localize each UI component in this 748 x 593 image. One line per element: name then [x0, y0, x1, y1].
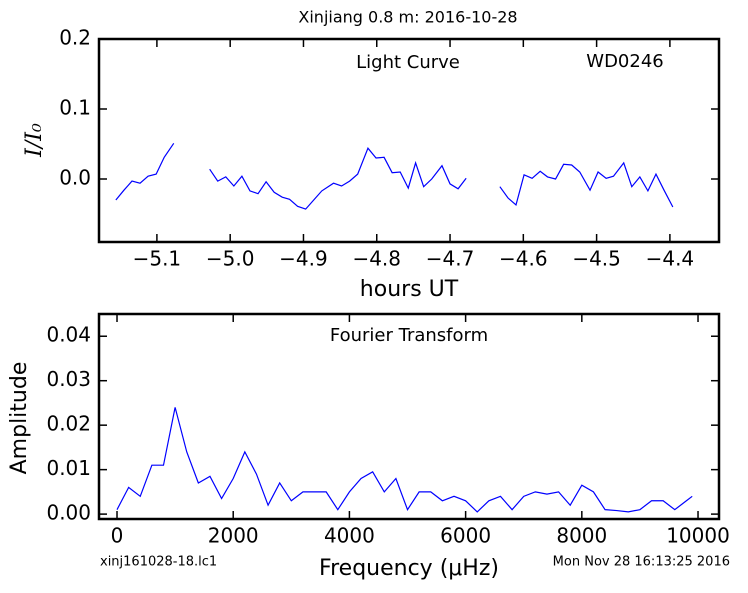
- annotation: Fourier Transform: [330, 325, 488, 346]
- x-tick-label: 2000: [208, 524, 259, 548]
- x-axis-label: Frequency (μHz): [319, 556, 499, 581]
- y-tick-label: 0.01: [46, 456, 91, 480]
- footer-right: Mon Nov 28 16:13:25 2016: [553, 555, 730, 570]
- data-line: [115, 142, 674, 210]
- x-tick-label: 0: [111, 524, 124, 548]
- x-tick-label: 8000: [556, 524, 607, 548]
- x-axis-label: hours UT: [360, 277, 459, 302]
- figure-title: Xinjiang 0.8 m: 2016-10-28: [298, 8, 517, 27]
- x-tick-label: −4.9: [279, 247, 328, 271]
- y-axis-label: I/I₀: [22, 123, 47, 158]
- plot-frame: [97, 37, 721, 244]
- x-tick-label: −5.0: [206, 247, 255, 271]
- y-tick-label: 0.0: [59, 166, 91, 190]
- x-tick-label: −4.8: [352, 247, 401, 271]
- x-tick-label: −5.1: [133, 247, 182, 271]
- data-line: [116, 407, 693, 513]
- y-tick-label: 0.00: [46, 501, 91, 525]
- y-tick-label: 0.1: [59, 96, 91, 120]
- x-tick-label: −4.4: [646, 247, 695, 271]
- x-tick-label: 4000: [324, 524, 375, 548]
- x-tick-label: 10000: [666, 524, 730, 548]
- y-tick-label: 0.04: [46, 323, 91, 347]
- y-tick-label: 0.2: [59, 26, 91, 50]
- x-tick-label: −4.5: [572, 247, 621, 271]
- plot-frame: [97, 312, 721, 521]
- annotation: Light Curve: [356, 52, 460, 73]
- footer-left: xinj161028-18.lc1: [100, 555, 217, 570]
- y-tick-label: 0.03: [46, 367, 91, 391]
- x-tick-label: 6000: [440, 524, 491, 548]
- y-tick-label: 0.02: [46, 412, 91, 436]
- x-tick-label: −4.7: [426, 247, 475, 271]
- x-tick-label: −4.6: [499, 247, 548, 271]
- annotation: WD0246: [586, 51, 663, 72]
- y-axis-label: Amplitude: [7, 362, 32, 475]
